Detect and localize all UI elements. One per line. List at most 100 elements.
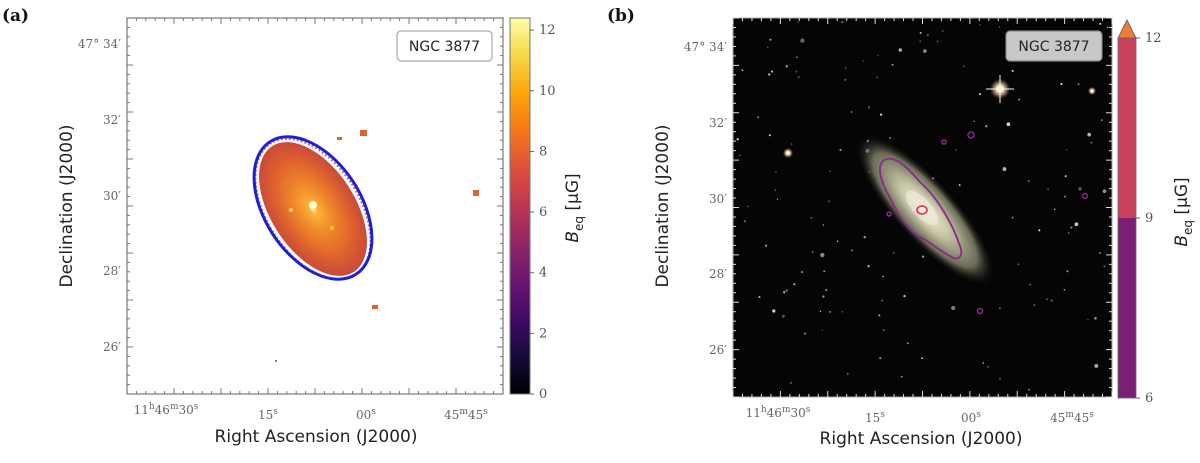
background-star [746, 205, 749, 208]
panel-a-ylabel: Declination (J2000) [57, 124, 77, 287]
panel-a-xlabel: Right Ascension (J2000) [215, 427, 418, 447]
background-star [955, 149, 957, 151]
optical-galaxy-bulge [905, 190, 939, 226]
x-tick-label: 00s [961, 410, 981, 425]
colorbar-tick-label: 6 [539, 205, 547, 220]
background-star [789, 381, 793, 384]
background-star [951, 305, 956, 311]
background-star [1033, 304, 1036, 307]
background-star [829, 170, 831, 172]
x-tick-part: s [273, 407, 278, 417]
background-star [877, 54, 879, 57]
background-star [1028, 388, 1030, 391]
background-star [1045, 298, 1048, 301]
background-star [1077, 83, 1080, 86]
background-star [998, 26, 1001, 28]
bfield-blob [360, 130, 367, 136]
background-star [923, 49, 927, 53]
background-star [781, 314, 785, 318]
x-tick-label: 11h46m30s [134, 402, 199, 417]
background-star [1063, 288, 1066, 291]
background-star [790, 143, 793, 145]
panel-a-colorbar-label: Beq [μG] [563, 173, 586, 242]
background-star [822, 295, 825, 298]
colorbar-tick-label: 4 [539, 266, 547, 281]
background-star [892, 252, 895, 254]
background-star [919, 40, 922, 43]
background-star [811, 251, 814, 253]
panel-a: (a) NGC 3877 [2, 6, 586, 447]
background-star [741, 69, 744, 72]
x-tick-part: 30 [179, 403, 194, 417]
background-star [1029, 283, 1032, 286]
background-star [1100, 119, 1103, 122]
x-tick-part: s [806, 405, 811, 415]
background-star [936, 40, 939, 43]
cbar-a-label-sub: eq [572, 216, 586, 231]
background-star [876, 76, 879, 78]
cbar-a-label-main: B [563, 231, 583, 243]
background-star [906, 342, 909, 345]
background-star [738, 154, 741, 157]
background-star [1093, 316, 1097, 320]
background-star [999, 378, 1001, 380]
background-star [863, 235, 866, 239]
background-star [841, 311, 844, 313]
contour-blob [976, 307, 984, 315]
background-star [764, 244, 768, 247]
x-tick-part: s [371, 407, 376, 417]
background-star [1066, 270, 1069, 273]
panel-b-title: NGC 3877 [1018, 39, 1089, 55]
background-star [1060, 82, 1063, 86]
y-tick-label: 32′ [709, 116, 727, 130]
x-tick-label: 11h46m30s [746, 405, 811, 420]
y-tick-label: 30′ [709, 192, 727, 206]
background-star [979, 24, 981, 26]
colorbar-tick-label: 9 [1145, 211, 1153, 226]
background-star [841, 20, 844, 24]
background-star [1106, 26, 1109, 29]
background-star [1087, 132, 1092, 137]
cbar-b-label-unit: [μG] [1172, 177, 1192, 220]
background-star [1050, 299, 1053, 302]
background-star [1090, 141, 1093, 144]
y-tick-label: 30′ [103, 189, 121, 203]
background-star [850, 111, 853, 113]
optical-galaxy [855, 134, 995, 286]
background-star [1102, 189, 1107, 194]
background-star [768, 134, 771, 137]
colorbar-tick-label: 2 [539, 326, 547, 341]
background-star [774, 189, 776, 191]
x-tick-label: 15s [258, 407, 278, 422]
background-star [1002, 167, 1007, 172]
bfield-blob [275, 360, 277, 362]
background-star [882, 275, 884, 278]
background-star [782, 291, 786, 294]
background-star [1018, 98, 1021, 101]
x-tick-part: m [782, 405, 791, 415]
panel-b-title-frame [1005, 30, 1103, 62]
background-star [800, 38, 805, 43]
colorbar-level-9-12 [1118, 38, 1136, 218]
background-star [796, 56, 798, 58]
bfield-blob [372, 305, 378, 309]
background-star [900, 375, 903, 378]
background-star [803, 332, 807, 335]
background-star [985, 125, 988, 128]
background-star [973, 120, 975, 123]
background-star [797, 76, 800, 78]
galaxy-bfield-knot [330, 226, 334, 230]
background-star [1064, 175, 1067, 178]
background-star [1064, 195, 1066, 198]
background-star [836, 240, 839, 243]
background-star [898, 48, 903, 52]
colorbar-tick-label: 12 [539, 23, 556, 38]
background-star [891, 63, 894, 66]
bright-star [1088, 87, 1096, 95]
cbar-b-label-main: B [1172, 235, 1192, 247]
background-star [879, 356, 882, 360]
y-tick-label: 47° 34′ [78, 37, 121, 51]
